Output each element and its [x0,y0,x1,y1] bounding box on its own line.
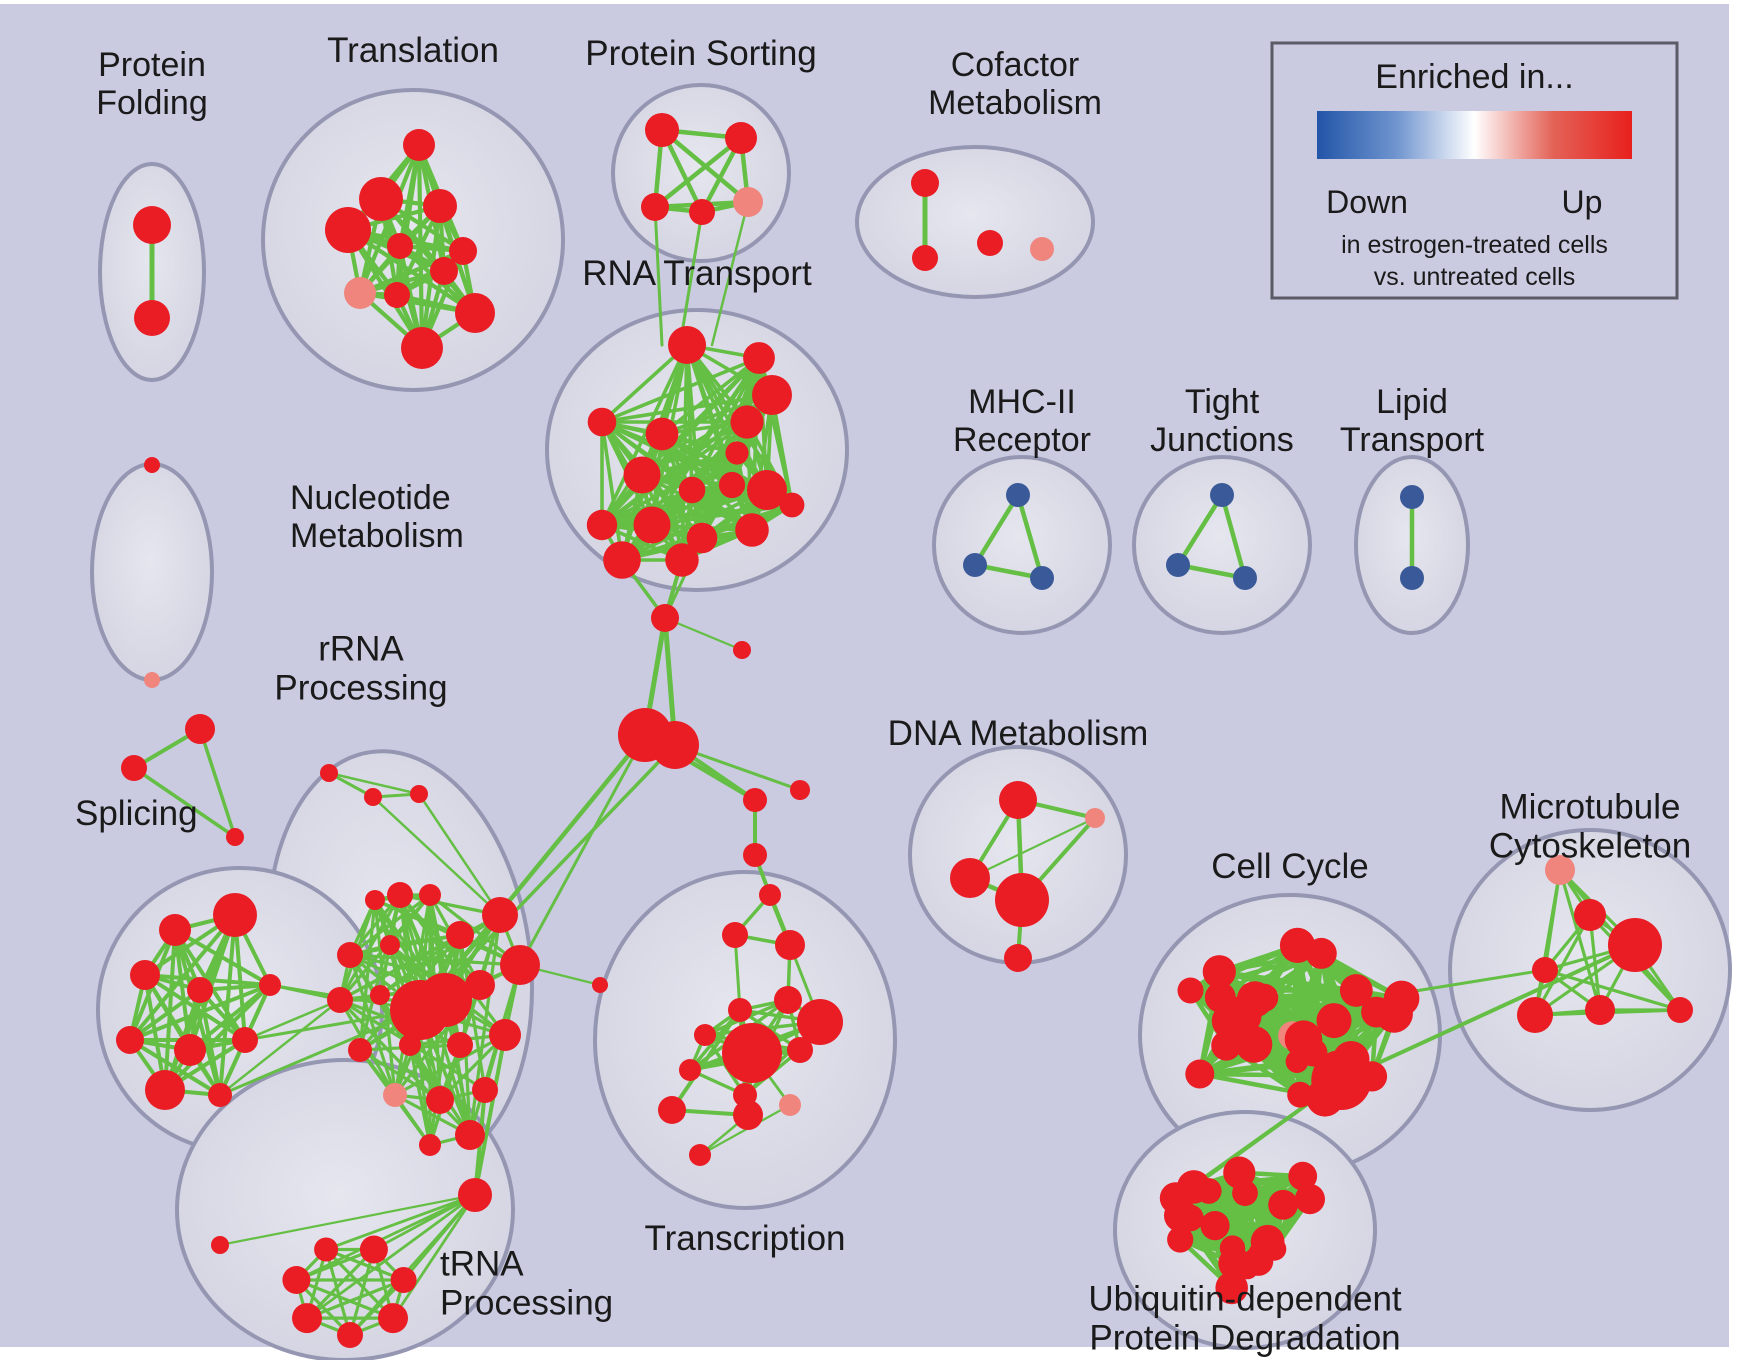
svg-text:Cell Cycle: Cell Cycle [1211,847,1369,886]
svg-text:Transcription: Transcription [645,1219,846,1258]
svg-text:Protein Sorting: Protein Sorting [585,34,817,73]
svg-text:in estrogen-treated cells: in estrogen-treated cells [1341,231,1608,259]
svg-text:Down: Down [1326,184,1408,220]
svg-text:vs. untreated cells: vs. untreated cells [1374,263,1576,291]
svg-text:Translation: Translation [327,31,499,70]
svg-text:Up: Up [1562,184,1603,220]
svg-text:RNA Transport: RNA Transport [582,254,812,293]
svg-text:DNA Metabolism: DNA Metabolism [888,714,1149,753]
svg-text:Splicing: Splicing [75,794,198,833]
svg-text:Enriched in...: Enriched in... [1375,58,1573,96]
